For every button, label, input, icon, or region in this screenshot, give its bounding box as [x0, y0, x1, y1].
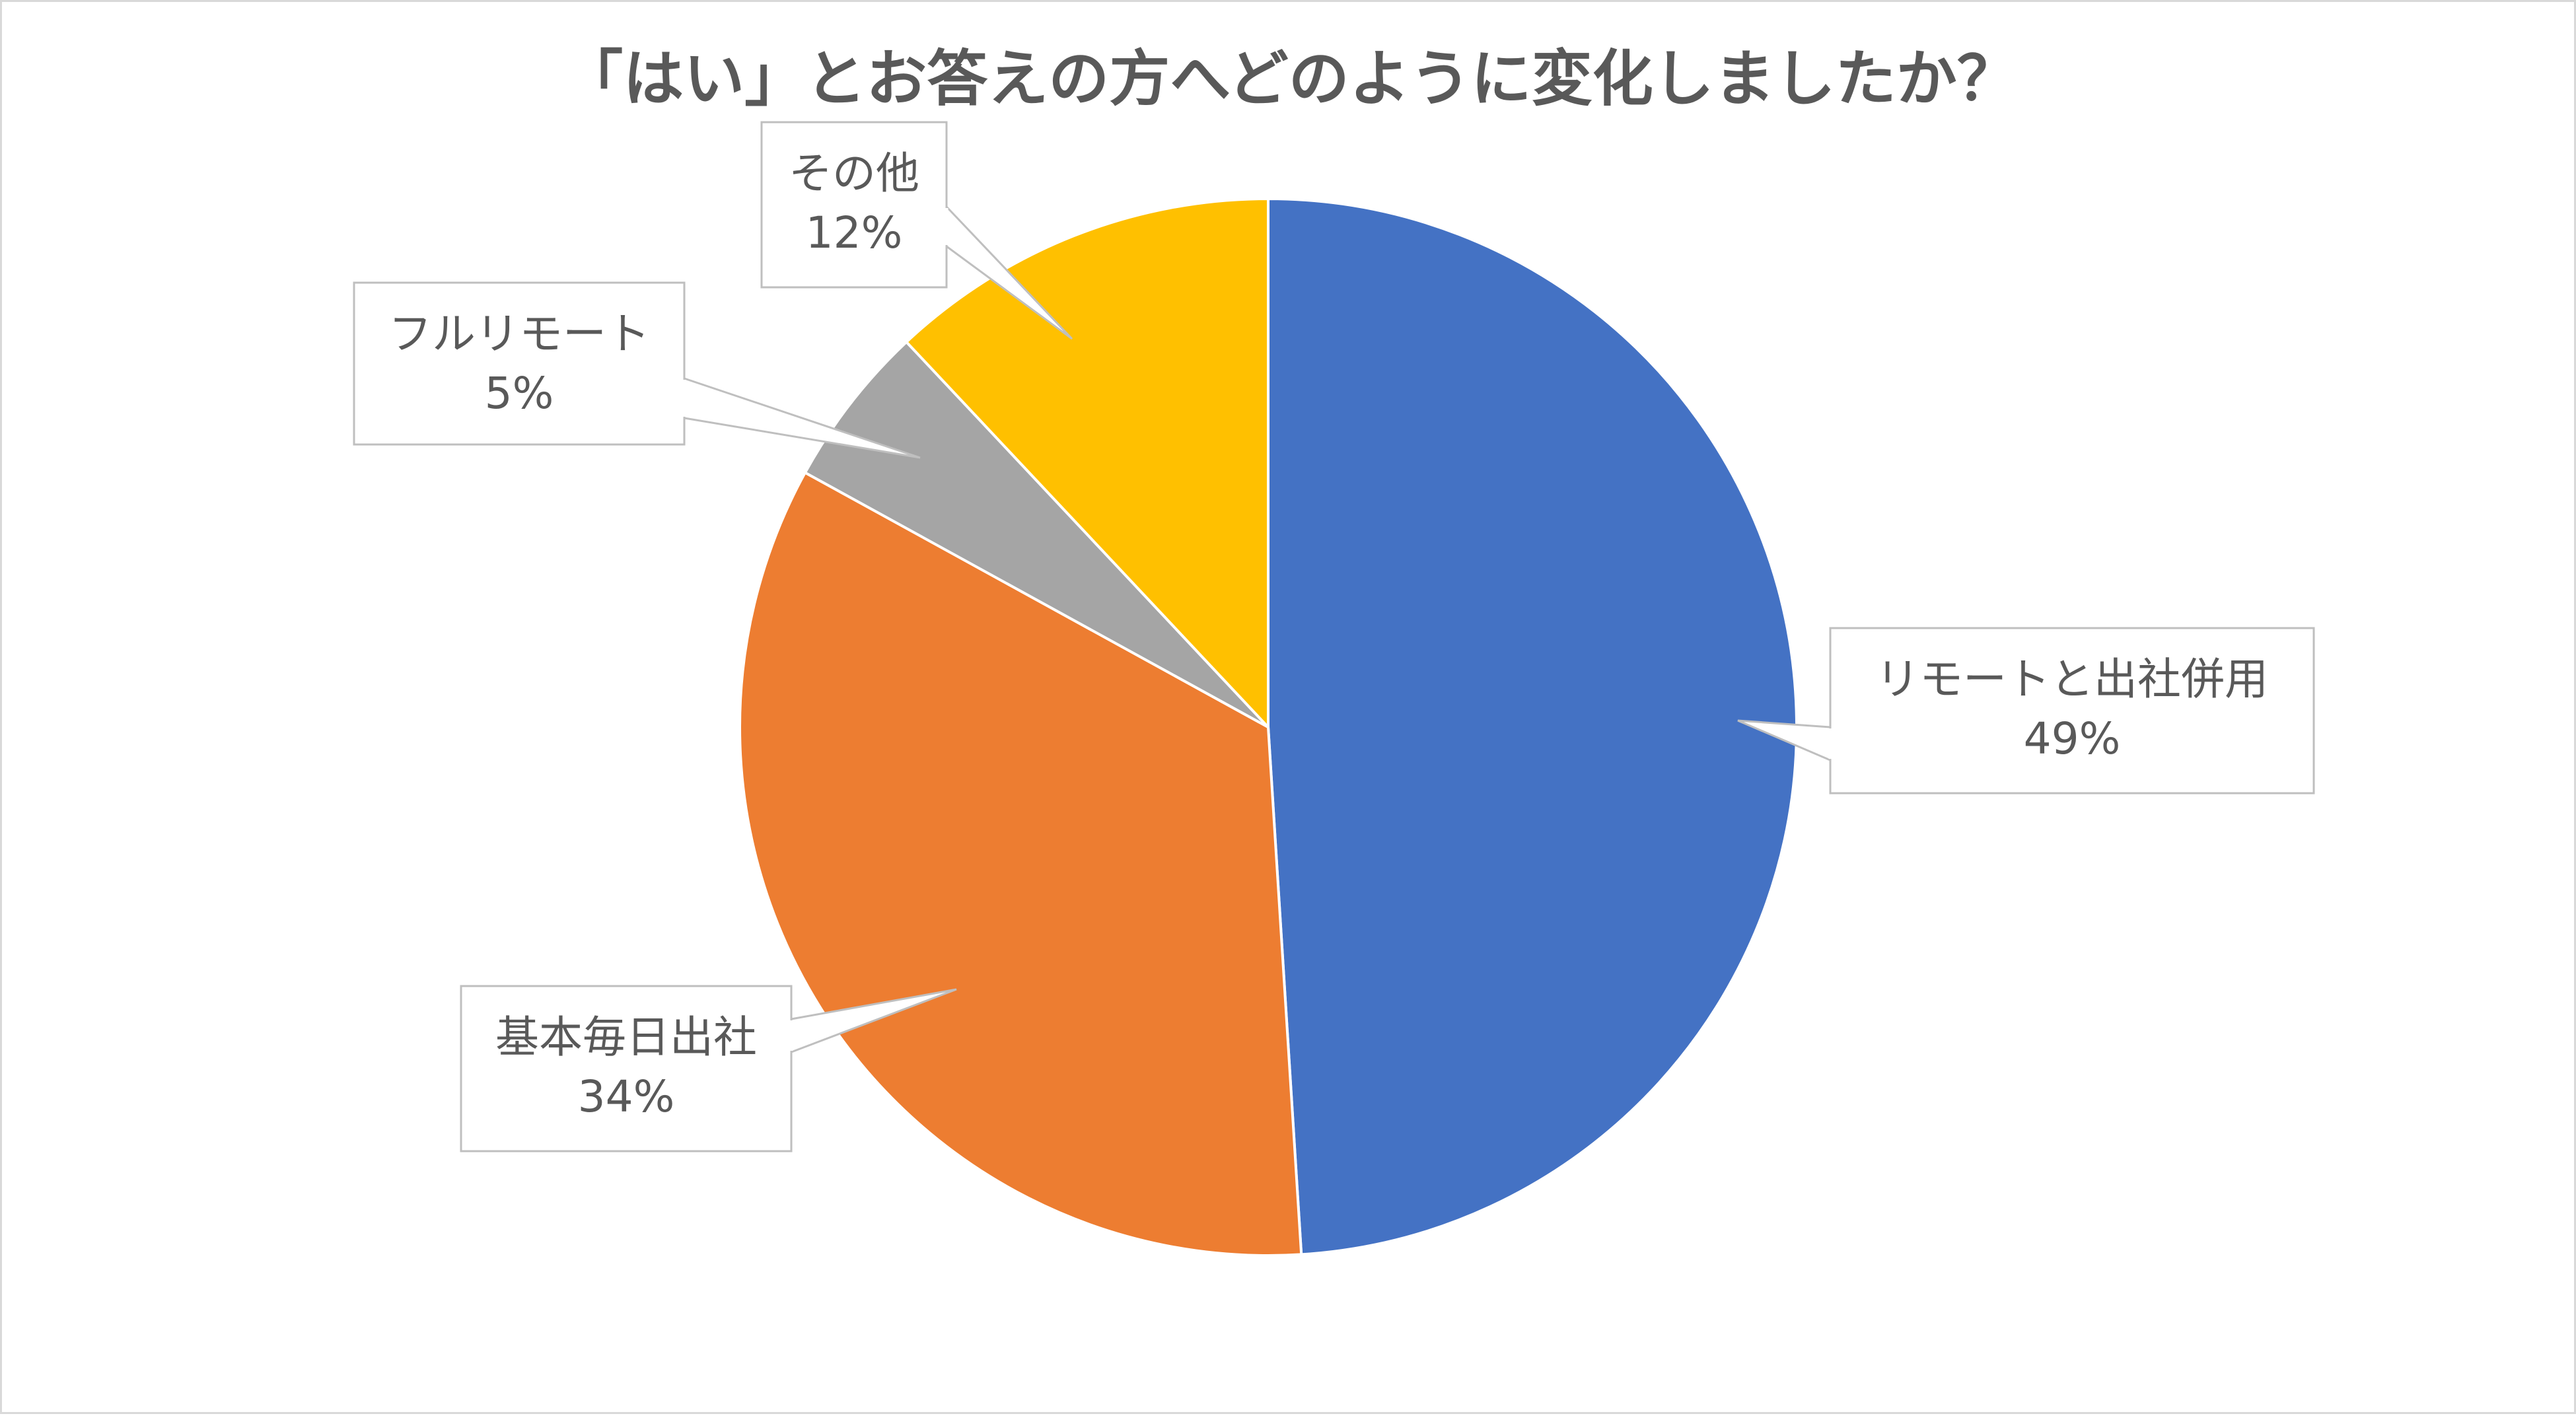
slice-label-office: 基本毎日出社 [495, 1012, 757, 1063]
slice-label-combined: リモートと出社併用 [1876, 654, 2268, 705]
pie-slice-combined [1267, 197, 1798, 1256]
callout-office: 基本毎日出社 34% [460, 985, 957, 1152]
pie-slice-other [905, 197, 1270, 728]
chart-title: 「はい」とお答えの方へどのように変化しましたか？ [562, 44, 2018, 114]
slice-percent-office: 34% [578, 1071, 675, 1122]
pie-slices [738, 197, 1798, 1257]
data-label-callouts: リモートと出社併用 49% 基本毎日出社 34% フルリモート 5% その他 12% [353, 121, 2315, 1152]
callout-combined: リモートと出社併用 49% [1737, 627, 2315, 795]
slice-label-other: その他 [789, 148, 919, 199]
callout-other: その他 12% [760, 121, 1073, 340]
callout-box [460, 985, 793, 1152]
slice-percent-full-remote: 5% [485, 368, 554, 419]
slice-percent-other: 12% [806, 207, 903, 258]
callout-full-remote: フルリモート 5% [353, 281, 921, 459]
slice-percent-combined: 49% [2024, 713, 2121, 764]
pie-slice-full-remote [803, 340, 1270, 728]
callout-box [760, 121, 948, 289]
callout-box [1829, 627, 2315, 795]
slice-label-full-remote: フルリモート [388, 308, 650, 359]
callout-box [353, 281, 686, 446]
